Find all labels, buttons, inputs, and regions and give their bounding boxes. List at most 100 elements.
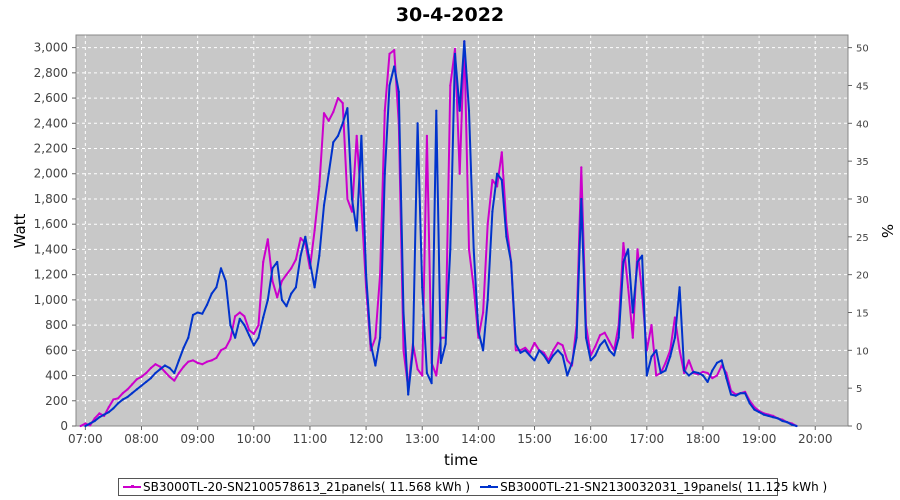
data-point-series-2 bbox=[201, 312, 204, 315]
data-point-series-2 bbox=[453, 52, 457, 56]
data-point-series-2 bbox=[126, 395, 129, 399]
data-point-series-2 bbox=[393, 65, 396, 68]
data-point-series-2 bbox=[790, 423, 794, 426]
data-point-series-1 bbox=[135, 378, 138, 381]
legend-swatch-series-2 bbox=[480, 485, 499, 488]
y-tick-label: 200 bbox=[45, 394, 68, 408]
data-point-series-1 bbox=[290, 267, 293, 270]
data-point-series-2 bbox=[332, 141, 335, 144]
data-point-series-2 bbox=[753, 408, 756, 411]
data-point-series-2 bbox=[262, 316, 265, 319]
data-point-series-2 bbox=[187, 336, 190, 339]
data-point-series-2 bbox=[444, 342, 447, 346]
y-tick-label: 3,000 bbox=[34, 41, 68, 55]
data-point-series-1 bbox=[93, 417, 96, 420]
data-point-series-2 bbox=[369, 342, 372, 346]
data-point-series-2 bbox=[734, 394, 737, 397]
data-point-series-1 bbox=[421, 374, 424, 377]
data-point-series-1 bbox=[486, 223, 489, 226]
data-point-series-2 bbox=[285, 305, 288, 308]
y-right-tick-label: 25 bbox=[856, 233, 869, 244]
data-point-series-2 bbox=[538, 349, 541, 352]
y-right-tick-label: 45 bbox=[856, 81, 869, 92]
data-point-series-1 bbox=[234, 315, 237, 318]
data-point-series-2 bbox=[524, 349, 527, 352]
data-point-series-1 bbox=[196, 361, 199, 364]
data-point-series-2 bbox=[229, 324, 232, 327]
data-point-series-2 bbox=[93, 419, 96, 423]
x-tick-label: 20:00 bbox=[798, 432, 833, 446]
data-point-series-2 bbox=[608, 349, 611, 352]
data-point-series-2 bbox=[598, 344, 602, 347]
data-point-series-2 bbox=[659, 371, 662, 375]
data-point-series-2 bbox=[341, 122, 344, 125]
data-point-series-2 bbox=[542, 354, 546, 357]
data-point-series-1 bbox=[248, 329, 251, 332]
data-point-series-1 bbox=[154, 363, 157, 366]
data-point-series-2 bbox=[514, 342, 517, 346]
data-point-series-2 bbox=[149, 377, 152, 380]
data-point-series-1 bbox=[159, 365, 162, 368]
data-point-series-2 bbox=[622, 260, 625, 264]
data-point-series-2 bbox=[159, 368, 162, 371]
data-point-series-1 bbox=[294, 258, 297, 261]
data-point-series-2 bbox=[336, 134, 340, 137]
data-point-series-1 bbox=[177, 371, 180, 375]
data-point-series-1 bbox=[598, 334, 602, 337]
data-point-series-2 bbox=[706, 380, 709, 383]
x-tick-label: 08:00 bbox=[124, 432, 159, 446]
x-axis-label: time bbox=[444, 451, 478, 469]
data-point-series-2 bbox=[407, 393, 410, 396]
data-point-series-2 bbox=[257, 336, 260, 339]
data-point-series-2 bbox=[388, 84, 391, 87]
data-point-series-1 bbox=[271, 279, 274, 283]
data-point-series-2 bbox=[168, 366, 171, 370]
y-axis-right: 0 5 10 15 20 25 30 35 40 45 50 bbox=[848, 44, 869, 433]
data-point-series-2 bbox=[491, 210, 494, 213]
data-point-series-2 bbox=[313, 286, 316, 289]
data-point-series-2 bbox=[234, 336, 237, 339]
data-point-series-2 bbox=[163, 364, 166, 367]
data-point-series-1 bbox=[219, 349, 223, 352]
data-point-series-1 bbox=[163, 370, 166, 373]
x-tick-label: 13:00 bbox=[405, 432, 440, 446]
data-point-series-2 bbox=[496, 172, 499, 175]
data-point-series-1 bbox=[673, 316, 677, 319]
data-point-series-2 bbox=[145, 380, 148, 383]
data-point-series-2 bbox=[673, 336, 677, 339]
data-point-series-1 bbox=[84, 422, 87, 425]
data-point-series-2 bbox=[739, 392, 742, 395]
x-axis: 07:00 08:00 09:00 10:00 11:00 12:00 13:00 14:00… bbox=[68, 426, 833, 446]
data-point-series-2 bbox=[271, 267, 274, 270]
data-point-series-1 bbox=[608, 340, 611, 343]
y-tick-label: 1,800 bbox=[34, 192, 68, 206]
data-point-series-1 bbox=[603, 331, 606, 334]
y-right-tick-label: 5 bbox=[856, 384, 862, 395]
data-point-series-1 bbox=[229, 337, 232, 341]
data-point-series-2 bbox=[720, 359, 723, 362]
data-point-series-1 bbox=[715, 374, 719, 377]
data-point-series-1 bbox=[631, 336, 634, 339]
data-point-series-2 bbox=[430, 382, 433, 385]
data-point-series-2 bbox=[631, 311, 634, 314]
data-point-series-2 bbox=[570, 361, 574, 364]
y-tick-label: 400 bbox=[45, 369, 68, 383]
series-line-1 bbox=[80, 40, 797, 427]
data-point-series-1 bbox=[594, 345, 597, 348]
data-point-series-1 bbox=[322, 112, 326, 115]
data-point-series-2 bbox=[758, 411, 761, 414]
x-tick-label: 15:00 bbox=[517, 432, 552, 446]
data-point-series-2 bbox=[528, 354, 531, 357]
data-point-series-2 bbox=[669, 355, 672, 358]
data-point-series-1 bbox=[706, 371, 709, 375]
data-point-series-1 bbox=[299, 237, 302, 240]
data-point-series-1 bbox=[145, 371, 148, 375]
x-tick-label: 19:00 bbox=[742, 432, 777, 446]
data-point-series-1 bbox=[374, 336, 377, 339]
data-point-series-1 bbox=[524, 346, 527, 349]
data-point-series-1 bbox=[552, 349, 555, 352]
data-point-series-2 bbox=[636, 260, 639, 264]
data-point-series-2 bbox=[84, 424, 87, 428]
data-point-series-1 bbox=[98, 412, 101, 415]
data-point-series-2 bbox=[439, 361, 442, 364]
